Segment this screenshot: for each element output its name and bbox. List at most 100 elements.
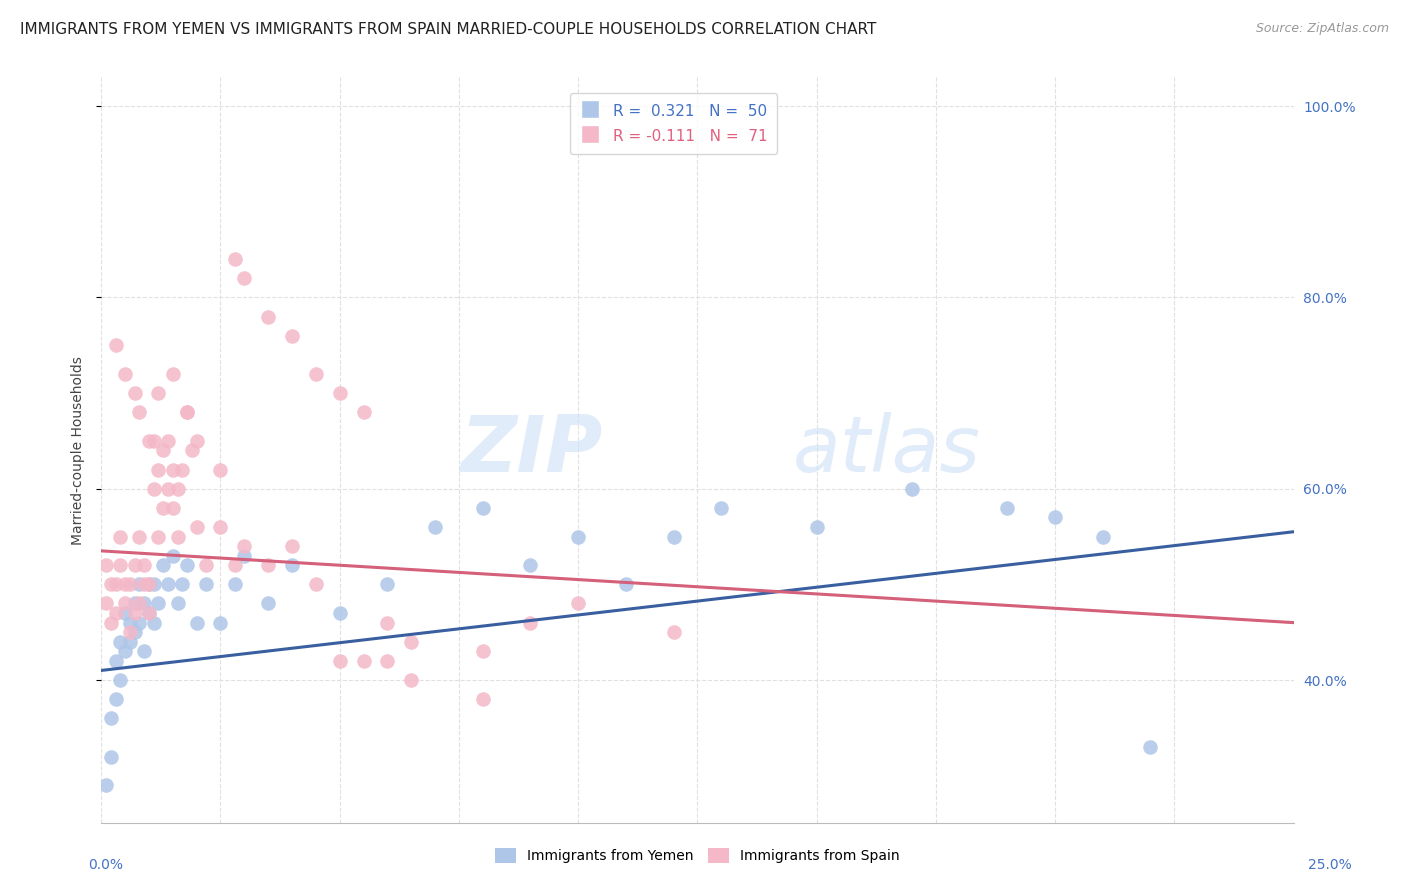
Text: atlas: atlas: [793, 412, 980, 489]
Point: [142, 434, 165, 448]
Legend: R =  0.321   N =  50, R = -0.111   N =  71: R = 0.321 N = 50, R = -0.111 N = 71: [571, 93, 776, 153]
Point: [104, 577, 127, 591]
Point: [329, 386, 352, 401]
Point: [134, 644, 156, 658]
Point: [162, 462, 184, 476]
Point: [142, 482, 165, 496]
Point: [162, 367, 184, 381]
Point: [662, 625, 685, 640]
Point: [377, 615, 399, 630]
Point: [209, 462, 232, 476]
Point: [1043, 510, 1066, 524]
Point: [94, 597, 117, 611]
Point: [104, 654, 127, 668]
Point: [353, 654, 375, 668]
Point: [209, 615, 232, 630]
Point: [180, 443, 202, 458]
Point: [1139, 739, 1161, 754]
Point: [471, 644, 494, 658]
Point: [100, 711, 122, 725]
Y-axis label: Married-couple Households: Married-couple Households: [72, 356, 86, 545]
Point: [138, 577, 160, 591]
Point: [233, 271, 256, 285]
Point: [662, 530, 685, 544]
Point: [110, 558, 132, 573]
Point: [329, 606, 352, 620]
Point: [100, 749, 122, 764]
Point: [118, 577, 141, 591]
Point: [353, 405, 375, 419]
Point: [399, 673, 422, 687]
Point: [94, 558, 117, 573]
Point: [162, 500, 184, 515]
Point: [148, 530, 170, 544]
Text: Source: ZipAtlas.com: Source: ZipAtlas.com: [1256, 22, 1389, 36]
Point: [519, 615, 541, 630]
Point: [134, 558, 156, 573]
Point: [124, 386, 146, 401]
Point: [118, 615, 141, 630]
Point: [138, 606, 160, 620]
Point: [138, 434, 160, 448]
Point: [114, 597, 136, 611]
Point: [195, 577, 218, 591]
Text: 25.0%: 25.0%: [1308, 858, 1353, 872]
Point: [152, 443, 174, 458]
Point: [156, 482, 179, 496]
Point: [176, 405, 198, 419]
Point: [1091, 530, 1114, 544]
Point: [134, 597, 156, 611]
Point: [567, 597, 589, 611]
Point: [128, 577, 150, 591]
Point: [110, 530, 132, 544]
Point: [124, 597, 146, 611]
Point: [710, 500, 733, 515]
Point: [176, 405, 198, 419]
Point: [257, 310, 280, 324]
Point: [329, 654, 352, 668]
Point: [128, 530, 150, 544]
Point: [614, 577, 637, 591]
Point: [94, 778, 117, 792]
Point: [399, 634, 422, 648]
Point: [901, 482, 924, 496]
Point: [172, 577, 194, 591]
Point: [114, 577, 136, 591]
Point: [281, 558, 304, 573]
Point: [995, 500, 1018, 515]
Point: [100, 577, 122, 591]
Point: [156, 577, 179, 591]
Point: [124, 606, 146, 620]
Point: [281, 539, 304, 553]
Point: [134, 577, 156, 591]
Point: [142, 615, 165, 630]
Point: [128, 597, 150, 611]
Point: [118, 634, 141, 648]
Point: [224, 577, 246, 591]
Point: [257, 597, 280, 611]
Point: [128, 405, 150, 419]
Point: [104, 606, 127, 620]
Text: ZIP: ZIP: [460, 412, 602, 489]
Point: [110, 634, 132, 648]
Point: [209, 520, 232, 534]
Point: [152, 558, 174, 573]
Point: [124, 625, 146, 640]
Point: [114, 606, 136, 620]
Point: [519, 558, 541, 573]
Point: [172, 462, 194, 476]
Point: [471, 500, 494, 515]
Point: [100, 615, 122, 630]
Point: [128, 615, 150, 630]
Point: [114, 367, 136, 381]
Point: [305, 577, 328, 591]
Point: [281, 328, 304, 343]
Point: [233, 539, 256, 553]
Text: IMMIGRANTS FROM YEMEN VS IMMIGRANTS FROM SPAIN MARRIED-COUPLE HOUSEHOLDS CORRELA: IMMIGRANTS FROM YEMEN VS IMMIGRANTS FROM…: [20, 22, 876, 37]
Point: [166, 597, 188, 611]
Point: [142, 577, 165, 591]
Point: [156, 434, 179, 448]
Point: [377, 577, 399, 591]
Point: [567, 530, 589, 544]
Point: [257, 558, 280, 573]
